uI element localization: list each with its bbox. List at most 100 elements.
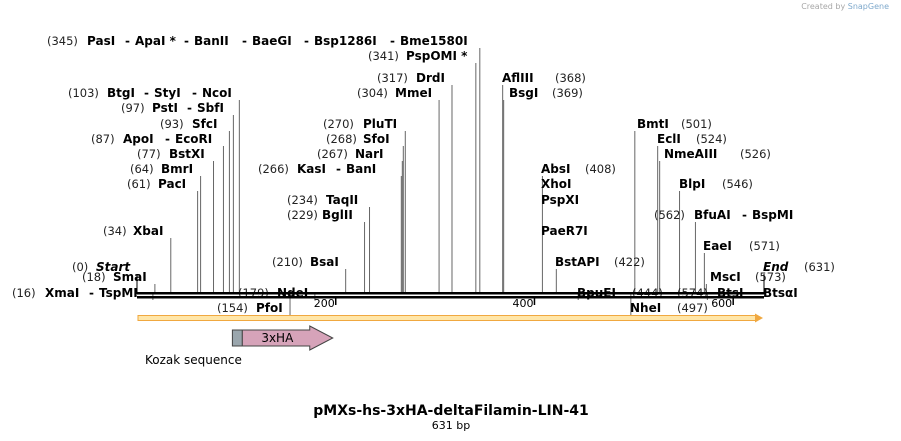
site-separator: - — [304, 34, 309, 48]
site-label-smai: SmaI — [113, 270, 147, 284]
site-label-bglii: BglII — [322, 208, 353, 222]
site-position-label: (368) — [555, 71, 586, 85]
site-separator: - — [165, 132, 170, 146]
site-label-pasi: PasI — [87, 34, 115, 48]
site-position-label: (571) — [749, 239, 780, 253]
site-label-kasi: KasI — [297, 162, 326, 176]
site-separator: - — [125, 34, 130, 48]
site-position-label: (341) — [368, 49, 399, 63]
site-position-label: (34) — [103, 224, 127, 238]
site-separator: - — [89, 286, 94, 300]
kozak-feature-label: Kozak sequence — [145, 353, 242, 367]
site-label-blpi: BlpI — [679, 177, 705, 191]
site-label-tspmi: TspMI — [99, 286, 138, 300]
site-label-bsp1286i: Bsp1286I — [314, 34, 377, 48]
site-separator: - — [192, 86, 197, 100]
site-position-label: (573) — [755, 270, 786, 284]
start-label: Start — [96, 260, 131, 274]
site-separator: - — [184, 34, 189, 48]
site-label-btsαi: BtsαI — [763, 286, 798, 300]
site-separator: - — [390, 34, 395, 48]
site-position-label: (16) — [12, 286, 36, 300]
end-label: End — [763, 260, 789, 274]
sequence-line-top — [137, 292, 764, 295]
site-label-bmri: BmrI — [161, 162, 193, 176]
site-label-pluti: PluTI — [363, 117, 397, 131]
site-label-afliii: AflIII — [502, 71, 534, 85]
site-position-label: (408) — [585, 162, 616, 176]
site-position-label: (64) — [130, 162, 154, 176]
site-label-bstxi: BstXI — [169, 147, 205, 161]
site-label-btgi: BtgI — [107, 86, 135, 100]
site-label-ecori: EcoRI — [175, 132, 212, 146]
site-position-label: (229) — [287, 208, 318, 222]
site-label-paci: PacI — [158, 177, 186, 191]
sequence-line-bottom — [137, 296, 764, 299]
site-label-bstapi: BstAPI — [555, 255, 600, 269]
site-label-ncoi: NcoI — [202, 86, 232, 100]
site-separator: - — [242, 34, 247, 48]
site-label-nmeaiii: NmeAIII — [664, 147, 717, 161]
site-label-bme1580i: Bme1580I — [400, 34, 468, 48]
site-label-sfoi: SfoI — [363, 132, 390, 146]
ruler-tick-label: 200 — [314, 297, 335, 310]
site-position-label: (270) — [323, 117, 354, 131]
site-position-label: (501) — [681, 117, 712, 131]
site-label-drdi: DrdI — [416, 71, 445, 85]
site-label-msci: MscI — [710, 270, 741, 284]
site-label-psti: PstI — [152, 101, 178, 115]
site-label-apoi: ApoI — [123, 132, 154, 146]
site-label-bspmi: BspMI — [752, 208, 793, 222]
site-position-label: (345) — [47, 34, 78, 48]
site-position-label: (77) — [137, 147, 161, 161]
site-position-label: (304) — [357, 86, 388, 100]
site-label-bmti: BmtI — [637, 117, 669, 131]
credit-prefix: Created by — [801, 2, 846, 11]
site-label-ecli: EclI — [657, 132, 681, 146]
site-label-pspxi: PspXI — [541, 193, 579, 207]
site-label-banii: BanII — [194, 34, 229, 48]
site-position-label: (562) — [654, 208, 685, 222]
ha-feature-arrow — [241, 325, 334, 351]
ruler-tick-label: 400 — [512, 297, 533, 310]
site-label-mmei: MmeI — [395, 86, 432, 100]
site-label-sfci: SfcI — [192, 117, 217, 131]
orf-arrowhead — [755, 313, 764, 323]
site-position-label: (546) — [722, 177, 753, 191]
site-position-label: (317) — [377, 71, 408, 85]
site-separator: - — [336, 162, 341, 176]
site-label-pfoi: PfoI — [256, 301, 283, 315]
ha-feature-label: 3xHA — [261, 331, 294, 345]
site-position-label: (103) — [68, 86, 99, 100]
site-separator: - — [187, 101, 192, 115]
site-position-label: (210) — [272, 255, 303, 269]
site-label-bsgi: BsgI — [509, 86, 538, 100]
sequence-length: 631 bp — [432, 419, 470, 432]
site-position-label: (18) — [82, 270, 106, 284]
site-position-label: (234) — [287, 193, 318, 207]
site-label-pspomi: PspOMI * — [406, 49, 468, 63]
site-label-absi: AbsI — [541, 162, 570, 176]
site-label-apai: ApaI * — [135, 34, 177, 48]
start-position-label: (0) — [72, 260, 88, 274]
site-position-label: (268) — [326, 132, 357, 146]
site-label-eaei: EaeI — [703, 239, 732, 253]
orf-bar — [137, 315, 758, 321]
site-label-taqii: TaqII — [326, 193, 358, 207]
site-position-label: (61) — [127, 177, 151, 191]
site-label-xbai: XbaI — [133, 224, 163, 238]
site-separator: - — [144, 86, 149, 100]
site-separator: - — [742, 208, 747, 222]
site-position-label: (266) — [258, 162, 289, 176]
snapgene-credit: Created by SnapGene — [801, 2, 889, 11]
site-position-label: (524) — [696, 132, 727, 146]
site-label-xhoi: XhoI — [541, 177, 572, 191]
site-position-label: (497) — [677, 301, 708, 315]
site-label-nhei: NheI — [630, 301, 661, 315]
site-position-label: (93) — [160, 117, 184, 131]
kozak-feature-box — [231, 329, 243, 347]
site-position-label: (267) — [317, 147, 348, 161]
site-label-styi: StyI — [154, 86, 181, 100]
site-position-label: (87) — [91, 132, 115, 146]
